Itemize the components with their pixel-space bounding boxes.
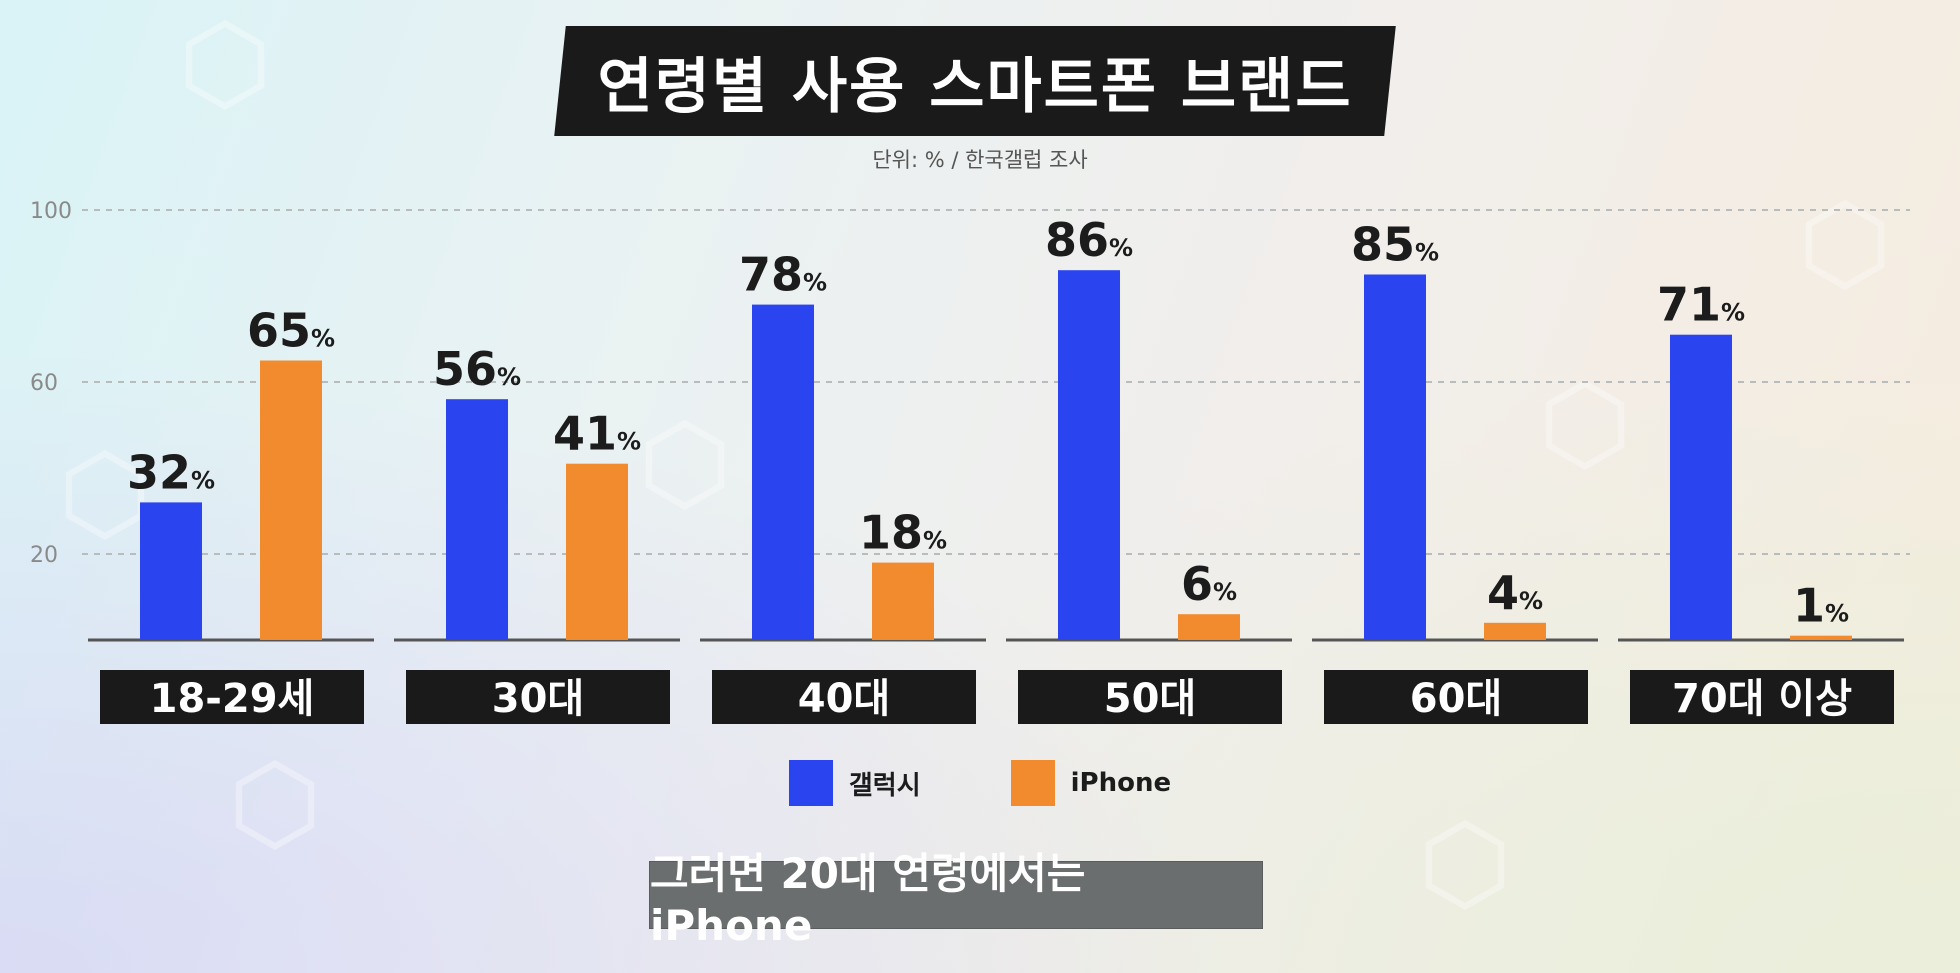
bar-galaxy [1058,270,1120,640]
category-label: 40대 [798,676,890,722]
data-label: 41% [553,407,641,461]
bar-iphone [1790,635,1852,640]
bar-iphone [566,463,628,640]
y-tick-label: 20 [30,543,58,568]
bar-iphone [260,360,322,640]
bar-galaxy [140,502,202,640]
category-label: 50대 [1104,676,1196,722]
data-label: 4% [1487,566,1543,620]
legend-swatch-iphone [1010,760,1055,806]
data-label: 65% [247,304,335,358]
watermark-logo-icon [1805,200,1885,290]
watermark-logo-icon [65,450,145,540]
data-label: 18% [859,506,947,560]
data-label: 85% [1351,218,1439,272]
data-label: 6% [1181,557,1237,611]
category-label-box [1018,670,1282,724]
category-label-box [1324,670,1588,724]
bar-galaxy [752,304,814,640]
bar-iphone [1178,614,1240,640]
y-tick-label: 60 [30,371,58,396]
watermark-logo-icon [235,760,315,850]
watermark-logo-icon [645,420,725,510]
video-caption: 그러면 20대 연령에서는 iPhone [650,849,1262,950]
chart-legend: 갤럭시 iPhone [0,760,1960,806]
watermark-logo-icon [1545,380,1625,470]
category-label-box [712,670,976,724]
bar-iphone [872,562,934,640]
category-label: 60대 [1410,676,1502,722]
legend-item-galaxy: 갤럭시 [788,760,921,806]
y-tick-label: 100 [30,199,72,224]
category-label: 30대 [492,676,584,722]
bar-galaxy [1364,274,1426,640]
data-label: 32% [127,445,215,499]
bar-galaxy [1670,334,1732,640]
legend-swatch-galaxy [788,760,833,806]
category-label: 70대 이상 [1672,676,1852,722]
data-label: 71% [1657,278,1745,332]
data-label: 78% [739,248,827,302]
data-label: 86% [1045,213,1133,267]
legend-label-galaxy: 갤럭시 [848,770,921,801]
watermark-logo-icon [1425,820,1505,910]
watermark-logo-icon [185,20,265,110]
category-label-box [1630,670,1894,724]
chart-source-note: 단위: % / 한국갤럽 조사 [872,148,1088,172]
category-label: 18-29세 [150,676,315,722]
legend-label-iphone: iPhone [1070,768,1172,798]
legend-item-iphone: iPhone [1010,760,1172,806]
category-label-box [100,670,364,724]
data-label: 1% [1793,579,1849,633]
bar-galaxy [446,399,508,640]
category-label-box [406,670,670,724]
data-label: 56% [433,342,521,396]
chart-title: 연령별 사용 스마트폰 브랜드 [597,51,1353,122]
bar-iphone [1484,622,1546,640]
